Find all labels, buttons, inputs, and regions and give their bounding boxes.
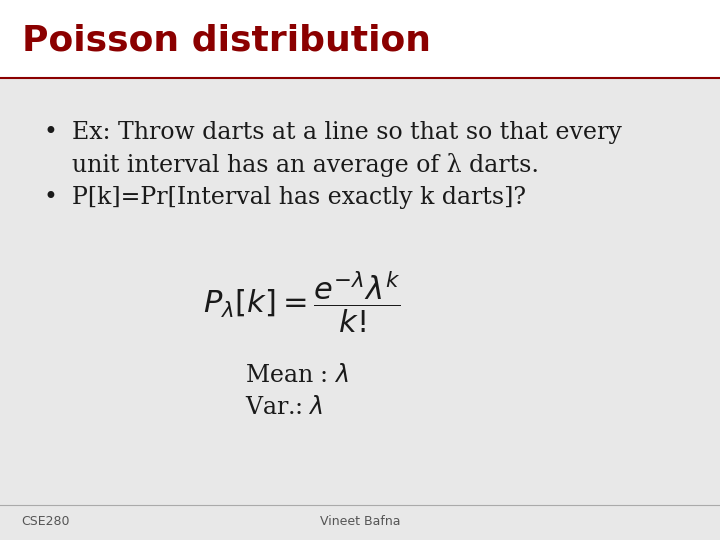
Text: Mean : $\lambda$: Mean : $\lambda$ [245,364,348,387]
Text: Var.: $\lambda$: Var.: $\lambda$ [245,396,323,419]
Text: CSE280: CSE280 [22,515,70,528]
Text: •: • [43,120,57,144]
Text: Poisson distribution: Poisson distribution [22,24,431,57]
Text: Ex: Throw darts at a line so that so that every: Ex: Throw darts at a line so that so tha… [72,121,622,144]
Text: $P_{\lambda}[k] = \dfrac{e^{-\lambda}\lambda^{k}}{k!}$: $P_{\lambda}[k] = \dfrac{e^{-\lambda}\la… [204,270,401,335]
FancyBboxPatch shape [0,0,720,78]
Text: unit interval has an average of λ darts.: unit interval has an average of λ darts. [72,153,539,177]
Text: Vineet Bafna: Vineet Bafna [320,515,400,528]
Text: P[k]=Pr[Interval has exactly k darts]?: P[k]=Pr[Interval has exactly k darts]? [72,186,526,208]
Text: •: • [43,185,57,209]
